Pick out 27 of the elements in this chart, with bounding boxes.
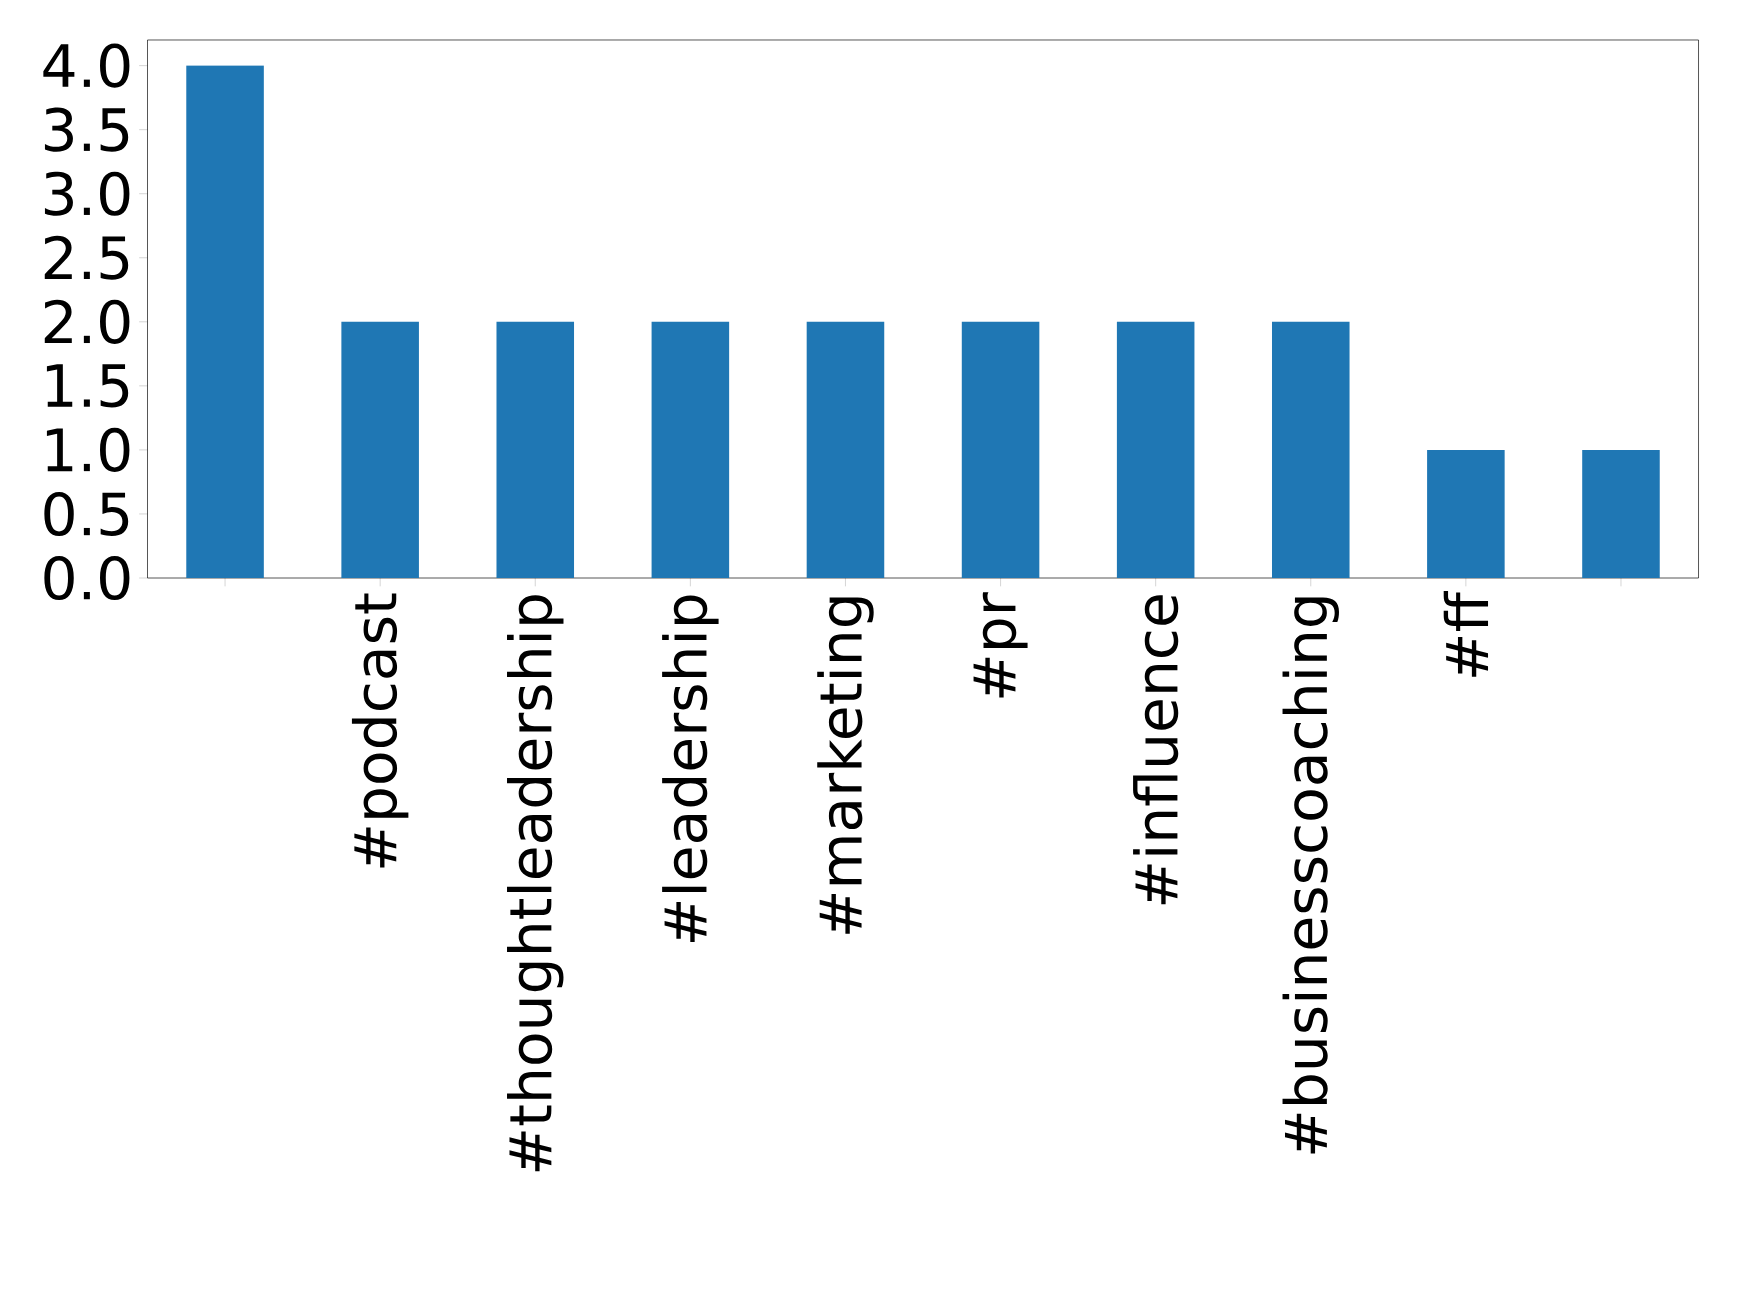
- x-tick-label: #thoughtleadership: [507, 595, 564, 1172]
- y-tick-label: 0.0: [44, 555, 130, 601]
- bar: [651, 321, 730, 578]
- x-tick-label: #pr: [973, 592, 1028, 698]
- y-tick-label: 2.5: [44, 235, 129, 280]
- y-tick-label: 3.5: [44, 107, 129, 152]
- bar: [341, 321, 419, 578]
- x-tick-label: #businesscoaching: [1282, 597, 1339, 1154]
- x-tick-label: #leadership: [662, 595, 719, 942]
- y-tick-label: 1.0: [46, 427, 130, 472]
- y-tick-label: 4.0: [43, 43, 130, 88]
- bar: [806, 321, 885, 578]
- bar: [1427, 449, 1505, 578]
- bar: [1582, 449, 1660, 578]
- bar: [186, 65, 264, 578]
- bar: [1116, 321, 1195, 578]
- x-tick-label: #influence: [1133, 595, 1179, 905]
- y-tick-label: 2.0: [44, 299, 130, 344]
- x-tick-label: #ff: [1443, 591, 1489, 677]
- x-tick-label: #podcast: [351, 593, 409, 868]
- x-tick-label: #marketing: [817, 597, 874, 934]
- y-tick-label: 1.5: [46, 364, 129, 408]
- bar: [496, 321, 575, 578]
- y-tick-label: 0.5: [44, 491, 129, 537]
- bar: [1271, 321, 1350, 578]
- bar: [961, 321, 1040, 578]
- y-tick-label: 3.0: [44, 171, 130, 216]
